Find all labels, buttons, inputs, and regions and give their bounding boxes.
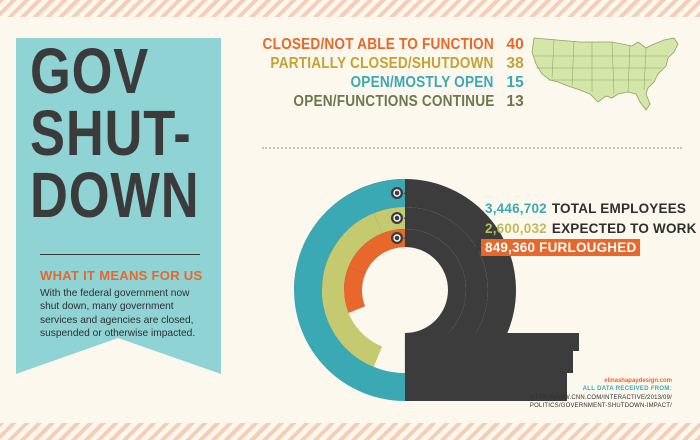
leader-dot	[475, 245, 481, 251]
leader-dot	[475, 226, 481, 232]
legend-row-partially-closed: PARTIALLY CLOSED/SHUTDOWN 38	[231, 55, 524, 74]
section-divider	[262, 147, 682, 149]
furloughed-badge: 849,360 FURLOUGHED	[481, 239, 641, 256]
ring-marker	[391, 187, 403, 199]
ring-marker-inner	[393, 214, 401, 222]
stat-furloughed: 849,360 FURLOUGHED	[481, 239, 641, 256]
stat-total-employees: 3,446,702 TOTAL EMPLOYEES	[485, 201, 686, 216]
stat-expected-to-work: 2,600,032 EXPECTED TO WORK	[485, 221, 697, 236]
ring-marker	[391, 232, 403, 244]
legend-row-mostly-open: OPEN/MOSTLY OPEN 15	[231, 74, 524, 93]
legend-value: 40	[506, 36, 524, 53]
legend-value: 13	[506, 93, 524, 110]
stat-value: 3,446,702	[485, 201, 547, 216]
title-banner	[16, 38, 221, 374]
ring-tail	[405, 333, 579, 351]
bottom-stripe-border	[0, 423, 700, 440]
ring-value-ext-1	[322, 213, 383, 367]
headline-line-2: SHUT-	[30, 97, 192, 169]
banner-shape	[16, 38, 221, 374]
headline: GOV SHUT- DOWN	[30, 35, 200, 231]
legend-row-closed: CLOSED/NOT ABLE TO FUNCTION 40	[231, 36, 524, 55]
subhead-body: With the federal government now shut dow…	[40, 288, 196, 340]
stat-label: FURLOUGHED	[539, 240, 637, 255]
ring-value-ext-0	[294, 179, 406, 401]
stat-label: EXPECTED TO WORK	[551, 221, 697, 236]
stat-value: 2,600,032	[485, 221, 547, 236]
leader-line	[403, 217, 478, 230]
us-map-icon	[531, 37, 679, 111]
source-url: HTTP://WWW.CNN.COM/INTERACTIVE/2013/09/ …	[529, 395, 672, 409]
legend-label: OPEN/MOSTLY OPEN	[350, 74, 494, 91]
legend-label: OPEN/FUNCTIONS CONTINUE	[292, 93, 494, 110]
subhead-title: WHAT IT MEANS FOR US	[40, 268, 203, 283]
headline-line-1: GOV	[30, 35, 150, 107]
designer-credit: elinashapaydesign.com	[604, 378, 672, 384]
legend-value: 38	[506, 55, 524, 72]
top-stripe-border	[0, 0, 700, 17]
leader-line	[403, 237, 478, 249]
ring-value-ext-2	[344, 267, 366, 313]
headline-divider	[40, 254, 200, 255]
ring-marker	[391, 212, 403, 224]
headline-line-3: DOWN	[30, 159, 200, 231]
status-legend: CLOSED/NOT ABLE TO FUNCTION 40 PARTIALLY…	[231, 36, 524, 112]
source-heading: ALL DATA RECEIVED FROM:	[582, 386, 672, 392]
legend-label: CLOSED/NOT ABLE TO FUNCTION	[262, 36, 494, 53]
legend-row-functions-continue: OPEN/FUNCTIONS CONTINUE 13	[231, 93, 524, 112]
legend-value: 15	[506, 74, 524, 91]
legend-label: PARTIALLY CLOSED/SHUTDOWN	[270, 55, 494, 72]
ring-marker-inner	[393, 234, 401, 242]
ring-marker-inner	[393, 189, 401, 197]
stat-label: TOTAL EMPLOYEES	[551, 201, 687, 216]
leader-dot	[475, 207, 481, 213]
stat-value: 849,360	[485, 240, 536, 255]
